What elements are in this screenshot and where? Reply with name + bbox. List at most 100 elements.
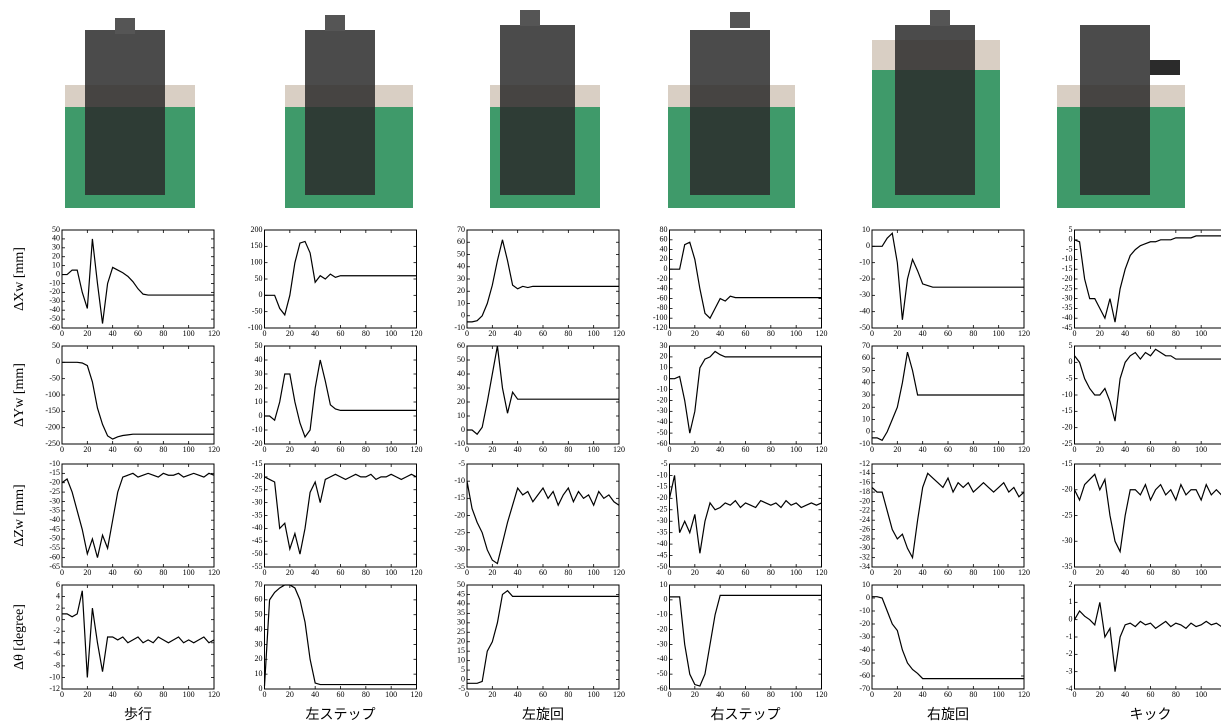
x-tick-label: 60 — [337, 690, 345, 699]
x-tick-label: 20 — [286, 568, 294, 577]
y-tick-label: -10 — [49, 278, 60, 287]
y-tick-label: -35 — [1062, 303, 1073, 312]
x-tick-label: 60 — [944, 329, 952, 338]
y-tick-label: -4 — [53, 638, 60, 647]
y-tick-label: -10 — [454, 476, 465, 485]
x-tick-label: 20 — [893, 329, 901, 338]
plot-frame — [264, 463, 417, 568]
y-tick-label: -34 — [859, 562, 870, 571]
x-tick-label: 60 — [944, 690, 952, 699]
y-tick-label: -25 — [252, 485, 263, 494]
x-tick-label: 80 — [969, 690, 977, 699]
y-tick-label: -10 — [1062, 390, 1073, 399]
y-tick-label: -10 — [1062, 254, 1073, 263]
x-tick-label: 40 — [514, 445, 522, 454]
y-tick-label: 70 — [457, 225, 465, 234]
y-tick-label: -60 — [49, 323, 60, 332]
y-tick-label: 60 — [660, 235, 668, 244]
y-tick-label: -1 — [1066, 632, 1073, 641]
data-line — [872, 351, 1024, 442]
x-tick-label: 120 — [613, 568, 625, 577]
x-tick-label: 20 — [1096, 445, 1104, 454]
x-tick-label: 20 — [691, 445, 699, 454]
x-tick-label: 100 — [385, 690, 397, 699]
y-tick-label: -50 — [859, 658, 870, 667]
photos — [65, 10, 1185, 208]
y-tick-label: 20 — [660, 352, 668, 361]
photo — [668, 12, 795, 208]
y-tick-label: 15 — [457, 646, 465, 655]
y-tick-label: -60 — [657, 439, 668, 448]
y-tick-label: -40 — [859, 645, 870, 654]
x-tick-label: 20 — [1096, 329, 1104, 338]
y-tick-label: 0 — [56, 269, 60, 278]
x-tick-label: 0 — [668, 329, 672, 338]
y-tick-label: -30 — [454, 545, 465, 554]
y-tick-label: -2 — [1066, 649, 1073, 658]
x-tick-label: 40 — [109, 690, 117, 699]
x-tick-label: 80 — [159, 445, 167, 454]
x-tick-label: 0 — [465, 568, 469, 577]
y-tick-label: -25 — [454, 527, 465, 536]
y-tick-label: -20 — [657, 395, 668, 404]
column-label: 左ステップ — [306, 707, 376, 723]
y-tick-label: 40 — [457, 599, 465, 608]
y-tick-label: -35 — [1062, 562, 1073, 571]
x-tick-label: 40 — [109, 445, 117, 454]
x-tick-label: 0 — [263, 445, 267, 454]
x-tick-label: 80 — [969, 568, 977, 577]
y-tick-label: -20 — [1062, 422, 1073, 431]
y-tick-label: 5 — [1069, 341, 1073, 350]
column-label: 右旋回 — [927, 707, 969, 723]
y-tick-label: -10 — [49, 459, 60, 468]
y-tick-label: -50 — [657, 562, 668, 571]
x-tick-label: 60 — [134, 690, 142, 699]
y-tick-label: -26 — [859, 524, 870, 533]
y-tick-label: -25 — [1062, 439, 1073, 448]
y-tick-label: 0 — [259, 290, 263, 299]
y-tick-label: -10 — [454, 439, 465, 448]
x-tick-label: 60 — [539, 445, 547, 454]
y-tick-label: -4 — [1066, 684, 1073, 693]
y-tick-label: 5 — [1069, 225, 1073, 234]
x-tick-label: 20 — [488, 329, 496, 338]
y-tick-label: 50 — [52, 225, 60, 234]
y-tick-label: -50 — [252, 306, 263, 315]
data-line — [1073, 473, 1221, 554]
x-tick-label: 120 — [411, 329, 423, 338]
y-tick-label: -40 — [49, 305, 60, 314]
y-tick-label: 10 — [52, 260, 60, 269]
y-tick-label: 0 — [56, 614, 60, 623]
x-tick-label: 80 — [362, 568, 370, 577]
x-tick-label: 0 — [60, 445, 64, 454]
x-tick-label: 100 — [385, 568, 397, 577]
y-tick-label: -70 — [859, 684, 870, 693]
y-tick-label: -20 — [49, 287, 60, 296]
y-tick-label: -20 — [454, 510, 465, 519]
x-tick-label: 120 — [1018, 329, 1030, 338]
y-tick-label: -3 — [1066, 666, 1073, 675]
y-tick-label: -5 — [458, 684, 465, 693]
data-line — [669, 350, 822, 434]
data-line — [62, 590, 215, 678]
y-tick-label: -25 — [49, 487, 60, 496]
x-tick-label: 60 — [1147, 329, 1155, 338]
x-tick-label: 0 — [668, 568, 672, 577]
x-tick-label: 0 — [60, 329, 64, 338]
y-tick-label: -60 — [49, 552, 60, 561]
x-tick-label: 80 — [564, 329, 572, 338]
x-tick-label: 60 — [944, 568, 952, 577]
y-tick-label: 60 — [457, 237, 465, 246]
x-tick-label: 60 — [539, 690, 547, 699]
y-tick-label: -30 — [49, 496, 60, 505]
y-tick-label: -25 — [657, 505, 668, 514]
y-tick-label: 60 — [862, 353, 870, 362]
data-line — [872, 596, 1024, 680]
x-tick-label: 120 — [816, 329, 828, 338]
data-line — [1074, 235, 1221, 323]
y-tick-label: -18 — [859, 487, 870, 496]
y-tick-label: -30 — [49, 296, 60, 305]
data-line — [61, 472, 215, 558]
y-tick-label: 20 — [255, 654, 263, 663]
